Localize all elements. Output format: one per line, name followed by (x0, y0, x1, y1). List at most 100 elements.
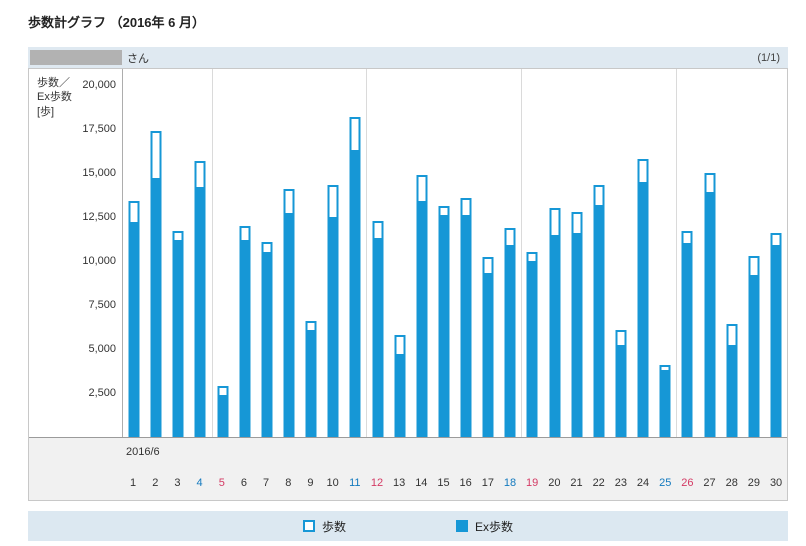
bar-day-2 (150, 131, 162, 437)
y-axis-tick-5000: 5,000 (88, 343, 116, 355)
month-row: 2016/6 (122, 438, 787, 465)
bar-day-12 (372, 221, 384, 437)
x-axis-day-25: 25 (659, 476, 672, 489)
bar-day-4 (194, 161, 206, 437)
y-axis-tick-10000: 10,000 (82, 255, 116, 267)
bar-day-24 (637, 159, 649, 437)
y-axis-tick-7500: 7,500 (88, 299, 116, 311)
y-axis-tick-20000: 20,000 (82, 79, 116, 91)
x-axis-day-3: 3 (174, 476, 181, 489)
ex-steps-swatch-icon (456, 520, 468, 532)
x-axis-day-8: 8 (285, 476, 292, 489)
bar-ex-day-20 (551, 235, 559, 435)
page-indicator: (1/1) (757, 51, 780, 64)
bar-ex-day-27 (706, 192, 714, 435)
bar-day-20 (549, 208, 561, 437)
bar-ex-day-23 (617, 345, 625, 435)
bar-ex-day-4 (196, 187, 204, 435)
y-axis-tick-12500: 12,500 (82, 211, 116, 223)
bar-ex-day-28 (728, 345, 736, 435)
x-axis-day-19: 19 (526, 476, 539, 489)
y-axis-title-line1: 歩数／ (37, 77, 70, 89)
x-axis-day-18: 18 (503, 476, 517, 489)
month-label: 2016/6 (126, 445, 160, 458)
y-axis-tick-17500: 17,500 (82, 123, 116, 135)
x-axis-day-2: 2 (152, 476, 159, 489)
user-name-suffix: さん (127, 52, 149, 65)
bar-ex-day-9 (307, 330, 315, 435)
week-separator (676, 69, 678, 437)
bar-day-29 (748, 256, 760, 437)
x-axis-day-28: 28 (725, 476, 738, 489)
bar-day-26 (681, 231, 693, 437)
bar-ex-day-16 (462, 215, 470, 435)
bar-ex-day-30 (772, 245, 780, 435)
week-separator (211, 69, 213, 437)
x-axis-day-15: 15 (437, 476, 450, 489)
bar-ex-day-26 (683, 243, 691, 435)
user-name-redacted (30, 50, 122, 65)
bar-day-25 (659, 365, 671, 437)
bar-day-15 (438, 206, 450, 437)
week-separator (521, 69, 523, 437)
page-title: 歩数計グラフ （2016年 6 月） (28, 15, 205, 30)
x-axis-day-24: 24 (636, 476, 650, 489)
week-separator (366, 69, 368, 437)
bar-ex-day-14 (418, 201, 426, 435)
legend: 歩数 Ex歩数 (28, 511, 788, 541)
bar-ex-day-18 (506, 245, 514, 435)
x-axis-day-10: 10 (326, 476, 339, 489)
bar-day-17 (482, 257, 494, 437)
x-axis-day-22: 22 (592, 476, 605, 489)
bar-day-11 (349, 117, 361, 437)
x-axis-day-17: 17 (481, 476, 494, 489)
legend-item-solid: Ex歩数 (456, 518, 513, 535)
bar-day-18 (504, 228, 516, 437)
bar-day-13 (394, 335, 406, 437)
bar-day-7 (261, 242, 273, 437)
bar-ex-day-15 (440, 215, 448, 435)
user-header-bar: さん (1/1) (28, 47, 788, 68)
bar-day-1 (128, 201, 140, 437)
y-axis-tick-2500: 2,500 (88, 387, 116, 399)
x-axis-day-27: 27 (703, 476, 716, 489)
bar-ex-day-2 (152, 178, 160, 435)
bar-ex-day-8 (285, 213, 293, 435)
x-axis-day-9: 9 (307, 476, 314, 489)
bar-day-23 (615, 330, 627, 437)
x-axis-day-23: 23 (614, 476, 627, 489)
bar-ex-day-19 (528, 261, 536, 435)
bar-day-28 (726, 324, 738, 437)
x-axis-day-13: 13 (393, 476, 406, 489)
y-axis-tick-15000: 15,000 (82, 167, 116, 179)
bar-ex-day-13 (396, 354, 404, 435)
x-axis-day-26: 26 (681, 476, 694, 489)
bar-ex-day-3 (174, 240, 182, 435)
bar-day-21 (571, 212, 583, 437)
bar-ex-day-1 (130, 222, 138, 435)
bar-day-10 (327, 185, 339, 437)
bar-day-5 (217, 386, 229, 437)
x-axis-day-14: 14 (415, 476, 428, 489)
x-axis-day-4: 4 (196, 476, 203, 489)
x-axis-day-30: 30 (769, 476, 783, 489)
plot-area (122, 69, 787, 437)
x-axis-day-7: 7 (263, 476, 270, 489)
report-panel: さん (1/1) 歩数／ Ex歩数 [歩] 2,500 5,000 7,500 10,… (28, 47, 788, 541)
x-axis-day-5: 5 (218, 476, 225, 489)
bar-ex-day-7 (263, 252, 271, 435)
bar-day-22 (593, 185, 605, 437)
days-row: 1 2 3 4 5 6 7 8 9 10 11 12 13 14 15 16 17 18 19 20 21 22 23 24 2… (122, 465, 787, 500)
bar-day-14 (416, 175, 428, 437)
bar-ex-day-24 (639, 182, 647, 435)
x-axis-content: 2016/6 1 2 3 4 5 6 7 8 9 10 11 12 13 14 15 16 17 18 19 20 21… (122, 438, 787, 500)
legend-label: 歩数 (321, 519, 346, 534)
bar-day-16 (460, 198, 472, 437)
bar-ex-day-5 (219, 395, 227, 435)
x-axis-spacer (29, 438, 122, 500)
y-axis-zone: 歩数／ Ex歩数 [歩] 2,500 5,000 7,500 10,000 12,500… (29, 69, 122, 437)
bar-ex-day-17 (484, 273, 492, 435)
x-axis-day-29: 29 (747, 476, 761, 489)
legend-item-outline: 歩数 (302, 518, 346, 535)
bar-day-8 (283, 189, 295, 437)
